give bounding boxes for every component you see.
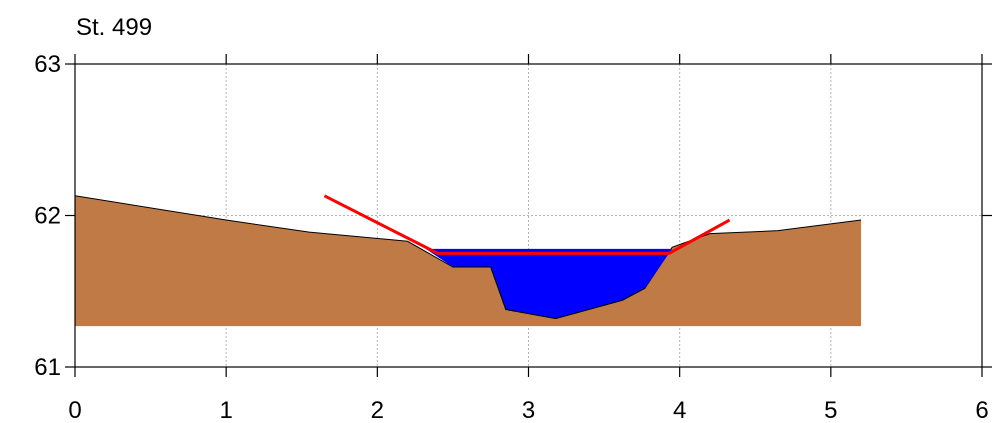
- y-tick-label: 62: [34, 203, 61, 230]
- y-tick-label: 63: [34, 51, 61, 78]
- x-tick-label: 1: [219, 397, 232, 423]
- y-tick-labels: 61 62 63: [34, 51, 61, 381]
- x-tick-label: 3: [522, 397, 535, 423]
- red-profile-line: [323, 194, 731, 255]
- water-layer: [425, 248, 673, 320]
- x-tick-label: 2: [371, 397, 384, 423]
- terrain-area: [75, 195, 862, 327]
- x-tick-labels: 0 1 2 3 4 5 6: [68, 397, 988, 423]
- channel-bed-outline: [452, 266, 646, 320]
- water-area: [425, 248, 673, 319]
- x-tick-label: 0: [68, 397, 81, 423]
- x-tick-label: 4: [673, 397, 686, 423]
- y-tick-label: 61: [34, 354, 61, 381]
- chart-title: St. 499: [76, 14, 152, 41]
- red-line-layer: [323, 194, 731, 255]
- x-tick-label: 6: [975, 397, 988, 423]
- x-tick-label: 5: [824, 397, 837, 423]
- ticks: [65, 54, 992, 377]
